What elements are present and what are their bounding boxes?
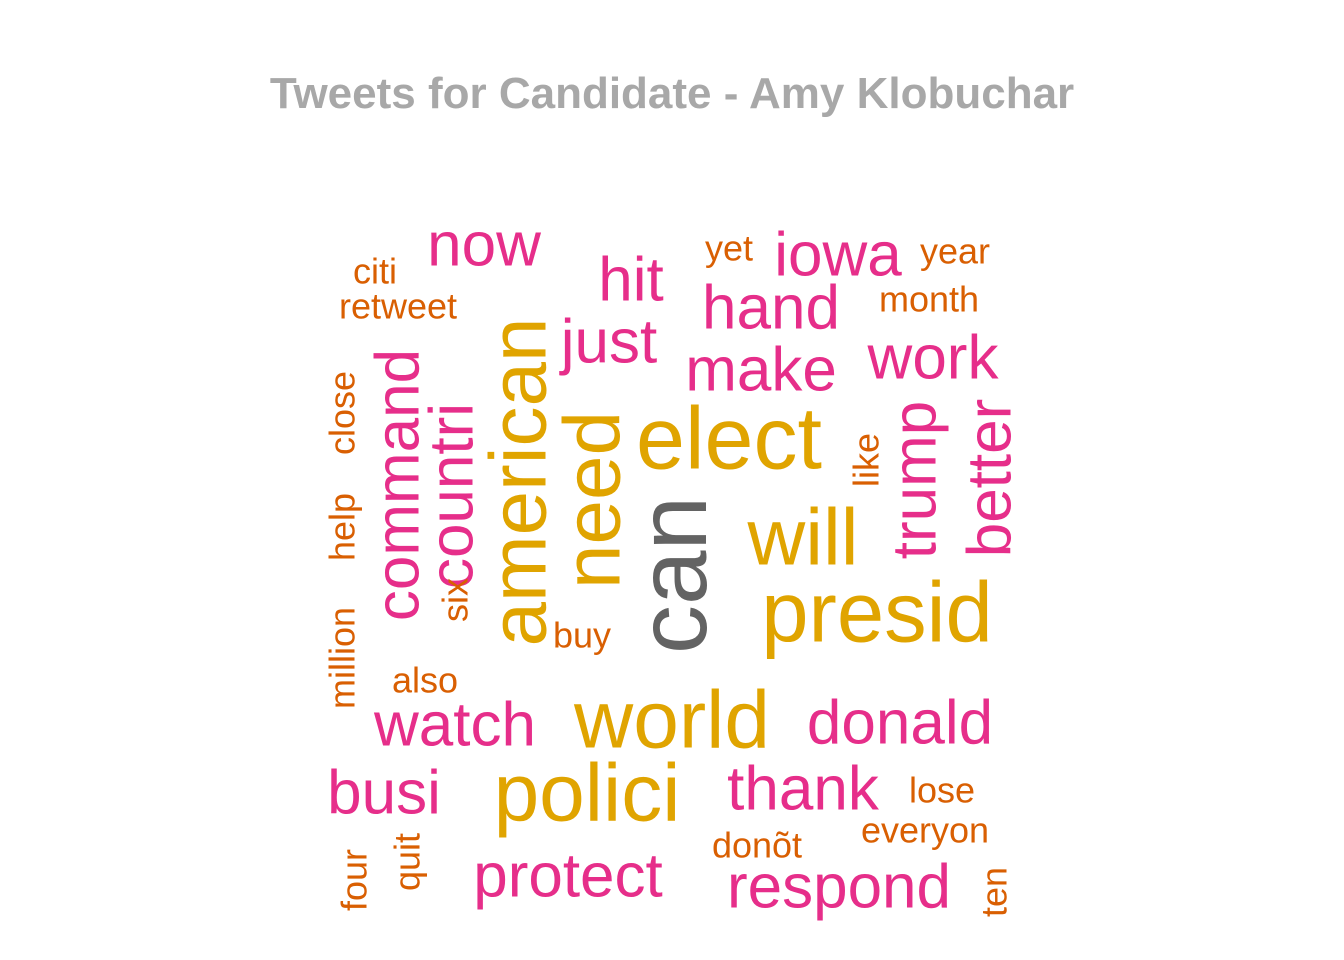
word-29: month (879, 279, 979, 320)
word-42: ten (974, 867, 1015, 917)
word-20: donald (807, 689, 993, 758)
word-18: better (956, 399, 1025, 558)
word-34: like (846, 433, 887, 487)
word-38: everyon (861, 810, 989, 851)
word-30: close (322, 371, 363, 455)
word-11: hand (702, 274, 840, 343)
word-28: retweet (339, 286, 457, 327)
word-1: elect (636, 389, 822, 488)
word-17: trump (881, 401, 950, 559)
word-0: can (617, 496, 727, 654)
word-37: lose (909, 770, 975, 811)
word-13: make (685, 336, 837, 405)
word-5: american (474, 317, 563, 646)
word-31: help (322, 493, 363, 561)
word-21: busi (327, 759, 441, 828)
word-10: iowa (774, 221, 902, 290)
word-27: citi (353, 251, 397, 292)
word-23: protect (473, 842, 663, 911)
word-8: now (427, 211, 541, 280)
word-25: yet (705, 228, 753, 269)
word-19: watch (373, 691, 536, 760)
word-14: work (867, 324, 1000, 393)
word-6: need (548, 411, 637, 589)
word-26: year (920, 231, 990, 272)
word-35: buy (553, 615, 611, 656)
word-7: will (746, 493, 858, 582)
word-32: million (322, 607, 363, 709)
word-22: thank (727, 755, 880, 824)
word-15: command (364, 349, 433, 621)
word-2: presid (761, 566, 993, 661)
word-12: just (559, 308, 657, 377)
word-41: quit (387, 833, 428, 891)
word-36: also (392, 660, 458, 701)
word-16: countri (418, 403, 487, 589)
word-39: donõt (712, 825, 802, 866)
word-40: four (334, 849, 375, 911)
word-4: world (573, 675, 770, 766)
word-33: six (435, 578, 476, 622)
word-24: respond (727, 853, 951, 922)
word-9: hit (598, 246, 663, 315)
chart-title: Tweets for Candidate - Amy Klobuchar (269, 69, 1075, 118)
word-3: polici (494, 748, 681, 839)
